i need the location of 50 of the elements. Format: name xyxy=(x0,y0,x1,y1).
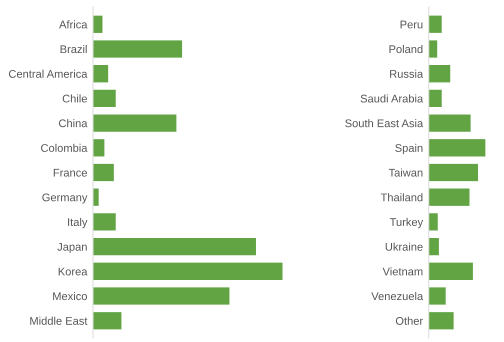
y-tick-label: Central America xyxy=(8,70,88,78)
bar xyxy=(428,238,439,256)
y-tick-label: Middle East xyxy=(30,316,88,325)
y-tick-label: Mexico xyxy=(53,292,87,300)
bar xyxy=(93,262,283,280)
bar xyxy=(428,164,478,182)
y-tick-label: Spain xyxy=(395,144,422,154)
y-tick-label: Taiwan xyxy=(388,168,422,177)
bar xyxy=(93,287,230,305)
y-tick-label: Italy xyxy=(68,218,88,228)
bar xyxy=(93,90,116,108)
y-tick-label: Russia xyxy=(390,70,424,78)
y-tick-label: Vietnam xyxy=(382,267,422,276)
bar xyxy=(93,164,114,182)
y-tick-label: Saudi Arabia xyxy=(360,94,424,103)
bar xyxy=(93,139,104,156)
bar xyxy=(93,16,102,33)
bar xyxy=(93,213,116,231)
bar xyxy=(93,40,182,58)
bar xyxy=(428,65,450,82)
y-tick-label: Japan xyxy=(57,242,87,253)
y-tick-label: Chile xyxy=(62,94,87,103)
bar xyxy=(428,213,438,231)
bar xyxy=(93,114,176,132)
y-tick-label: Venezuela xyxy=(371,292,424,300)
y-tick-label: Poland xyxy=(389,44,422,54)
y-tick-label: Peru xyxy=(400,20,422,28)
y-tick-label: France xyxy=(54,168,87,177)
y-tick-label: Thailand xyxy=(380,193,422,202)
y-tick-label: Africa xyxy=(59,20,88,28)
y-tick-label: Germany xyxy=(42,193,88,204)
y-tick-label: South East Asia xyxy=(345,119,424,128)
bar xyxy=(428,287,446,305)
bar xyxy=(428,312,454,330)
y-tick-label: China xyxy=(58,119,88,128)
y-tick-label: Ukraine xyxy=(386,242,423,251)
bar xyxy=(428,114,471,132)
bar xyxy=(428,139,486,156)
y-tick-label: Colombia xyxy=(41,144,88,152)
bar xyxy=(93,238,256,256)
bar xyxy=(93,65,108,82)
bar xyxy=(428,188,470,206)
bar xyxy=(428,16,442,33)
bar xyxy=(93,312,122,330)
y-tick-label: Brazil xyxy=(60,44,87,54)
bar xyxy=(428,90,442,108)
y-tick-label: Turkey xyxy=(390,218,424,228)
y-tick-label: Korea xyxy=(58,268,88,276)
y-tick-label: Other xyxy=(396,316,423,325)
bar xyxy=(428,262,473,280)
